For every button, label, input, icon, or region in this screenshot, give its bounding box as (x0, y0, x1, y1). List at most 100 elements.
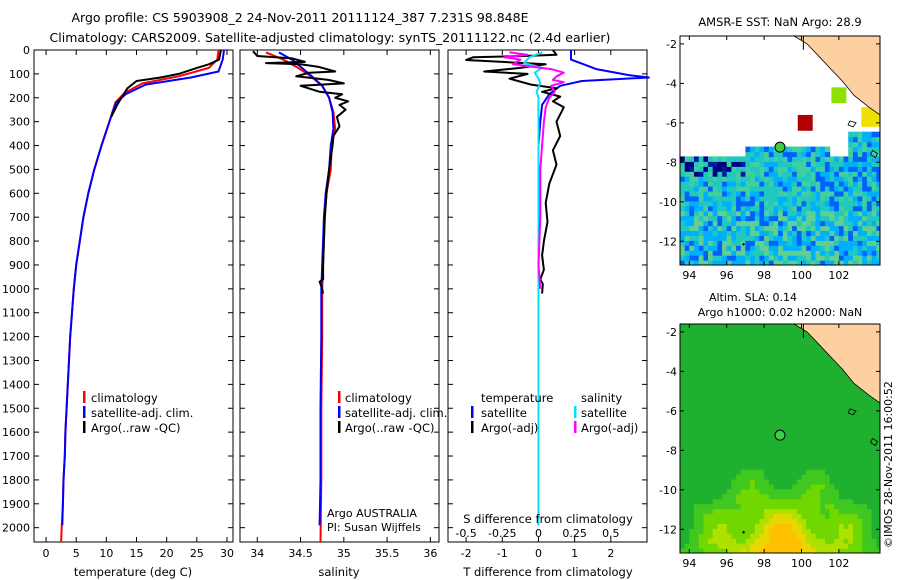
sla-map-cell (712, 335, 718, 342)
sst-map-cell (754, 151, 761, 157)
sla-map-cell (834, 479, 840, 485)
sla-map-cell (750, 429, 756, 436)
sst-map-cell (684, 245, 690, 251)
sst-map-cell (829, 250, 835, 256)
sst-map-cell (740, 240, 746, 246)
sla-map-cell (712, 543, 718, 549)
sla-map-cell (838, 439, 845, 445)
temperature-ytick-label: 1000 (2, 283, 30, 296)
sla-map-cell (684, 355, 690, 362)
sla-map-cell (852, 385, 859, 391)
sla-map-cell (717, 523, 723, 529)
sla-map-cell (768, 434, 775, 441)
sla-map-cell (852, 424, 859, 431)
sst-map-cell (852, 205, 859, 212)
sst-map-cell (782, 171, 789, 177)
sst-map-cell (726, 171, 732, 177)
sla-map-cell (810, 479, 817, 485)
sla-map-cell (712, 479, 718, 485)
sla-map-cell (778, 390, 784, 396)
sla-map-cell (806, 513, 812, 519)
sla-map-cell (754, 330, 761, 337)
sst-map-cell (740, 210, 746, 217)
sla-map-cell (806, 424, 812, 431)
sst-map-cell (829, 176, 835, 182)
sla-map-cell (768, 409, 775, 416)
sst-map-cell (773, 191, 779, 197)
sla-map-cell (801, 340, 807, 347)
sst-map-cell (708, 195, 714, 202)
sla-map-cell (750, 469, 756, 475)
sla-map-cell (764, 324, 770, 327)
sla-map-cell (843, 395, 849, 401)
sst-map-cell (731, 191, 737, 197)
sst-map-cell (866, 176, 873, 182)
sla-map-cell (815, 370, 821, 376)
sla-map-cell (740, 385, 746, 391)
sst-map-cell (778, 245, 784, 251)
sst-map-cell (736, 181, 742, 187)
sla-map-cell (815, 444, 821, 450)
sla-map-cell (712, 340, 718, 347)
sst-map-cell (848, 215, 854, 222)
sst-map-cell (689, 235, 695, 241)
sla-map-cell (843, 444, 849, 450)
sla-map-cell (773, 469, 779, 475)
sst-map-cell (792, 186, 798, 192)
sla-map-cell (773, 424, 779, 431)
sst-map-cell (820, 225, 826, 231)
sst-anomaly-cell (797, 114, 813, 131)
sla-map-cell (750, 508, 756, 515)
sst-map-cell (731, 235, 737, 241)
sla-map-cell (731, 360, 737, 366)
sla-map-cell (843, 493, 849, 500)
sla-map-cell (848, 395, 854, 401)
sla-map-cell (843, 424, 849, 431)
sst-map-cell (782, 245, 789, 251)
sla-map-cell (782, 434, 789, 441)
sla-map-cell (726, 474, 732, 480)
sla-map-cell (694, 360, 700, 366)
sla-map-cell (708, 493, 714, 500)
sla-map-cell (806, 449, 812, 455)
sst-map-cell (876, 156, 880, 162)
sst-map-cell (824, 151, 831, 157)
sst-map-cell (731, 260, 737, 265)
sst-map-cell (829, 205, 835, 212)
sla-map-cell (815, 380, 821, 386)
sst-map-cell (796, 205, 803, 212)
sla-map-cell (815, 395, 821, 401)
sst-map-cell (862, 161, 868, 167)
sla-map-cell (712, 380, 718, 386)
sst-map-cell (750, 181, 756, 187)
sla-map-cell (796, 429, 803, 436)
sla-map-cell (843, 429, 849, 436)
sla-map-cell (778, 409, 784, 416)
sst-map-cell (801, 260, 807, 265)
sla-map-cell (871, 454, 877, 460)
sla-map-cell (857, 454, 863, 460)
sla-map-cell (848, 498, 854, 505)
sst-map-cell (862, 195, 868, 202)
sla-map-cell (810, 360, 817, 366)
sla-map-cell (871, 404, 877, 411)
sla-map-cell (806, 429, 812, 436)
difference-x2tick-label: 0 (535, 527, 542, 540)
sla-map-cell (838, 400, 845, 406)
sla-map-cell (815, 513, 821, 519)
sla-map-cell (857, 479, 863, 485)
sst-map-cell (862, 205, 868, 212)
sst-map-cell (862, 200, 868, 207)
salinity-plot-frame (239, 49, 440, 543)
sla-map-cell (717, 444, 723, 450)
sla-map-cell (754, 429, 761, 436)
sla-map-cell (764, 528, 770, 534)
sla-map-cell (736, 324, 742, 327)
sla-map-cell (712, 528, 718, 534)
sst-xtick-label: 96 (720, 269, 734, 282)
sla-map-cell (806, 508, 812, 515)
sla-map-cell (768, 419, 775, 426)
sst-map-cell (768, 156, 775, 162)
sst-map-cell (731, 230, 737, 236)
sst-map-cell (750, 200, 756, 207)
